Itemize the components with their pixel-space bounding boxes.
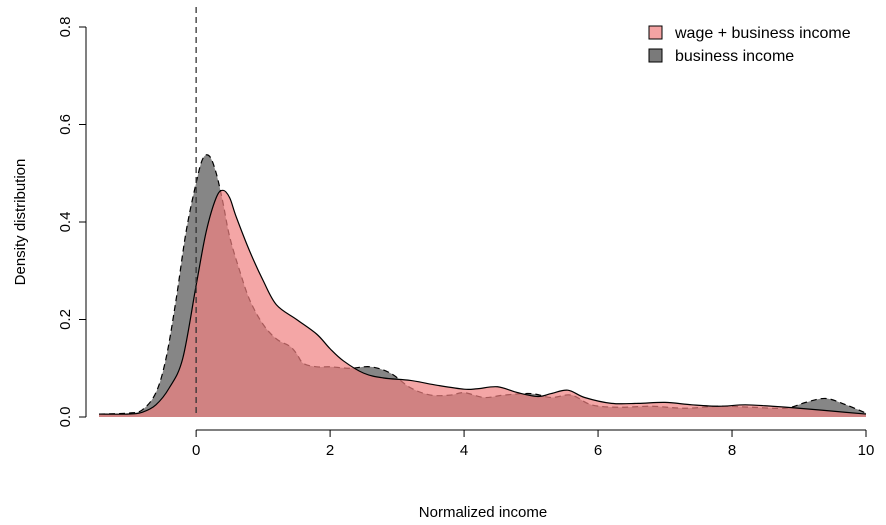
series-layer	[98, 154, 867, 417]
x-tick-label: 8	[728, 442, 736, 459]
legend-swatch-business	[648, 48, 663, 63]
y-tick-label: 0.6	[57, 114, 74, 135]
axes: 0 2 4 6 8 10 0.0 0.2 0.4 0.6 0.8	[57, 17, 874, 459]
y-tick-label: 0.8	[57, 17, 74, 38]
legend-swatch-wage-business	[648, 25, 663, 40]
legend-label-business: business income	[675, 48, 794, 65]
y-tick-label: 0.4	[57, 212, 74, 233]
x-tick-label: 4	[460, 442, 468, 459]
y-tick-label: 0.0	[57, 407, 74, 428]
y-tick-label: 0.2	[57, 309, 74, 330]
x-tick-label: 6	[594, 442, 602, 459]
x-axis-title: Normalized income	[419, 504, 547, 521]
legend: wage + business income business income	[648, 25, 851, 65]
y-axis-title: Density distribution	[12, 159, 29, 286]
x-tick-label: 2	[326, 442, 334, 459]
legend-label-wage-business: wage + business income	[674, 25, 851, 42]
x-tick-label: 10	[858, 442, 875, 459]
density-line-wage-business-income	[98, 189, 867, 415]
x-tick-label: 0	[192, 442, 200, 459]
density-area-wage-business-income	[99, 190, 866, 417]
